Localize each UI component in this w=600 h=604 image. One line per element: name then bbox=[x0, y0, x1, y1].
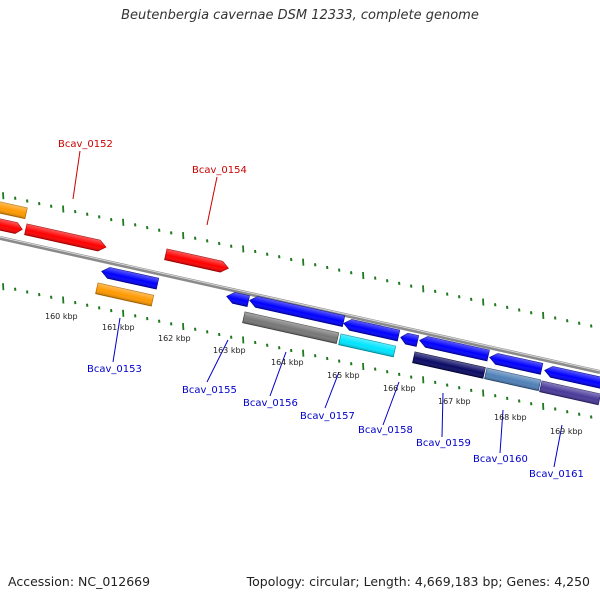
scale-label: 160 kbp bbox=[45, 312, 78, 321]
gene-feature-bcav-0158[interactable] bbox=[400, 332, 419, 346]
scale-label: 165 kbp bbox=[327, 371, 360, 380]
gene-label-bcav-0160: Bcav_0160 bbox=[473, 454, 528, 465]
gene-label-bcav-0157: Bcav_0157 bbox=[300, 411, 355, 422]
scale-label: 163 kbp bbox=[213, 346, 246, 355]
scale-label: 167 kbp bbox=[438, 397, 471, 406]
gene-label-bcav-0156: Bcav_0156 bbox=[243, 398, 298, 409]
accession-label: Accession: NC_012669 bbox=[8, 574, 150, 589]
scale-label: 166 kbp bbox=[383, 384, 416, 393]
gene-label-bcav-0158: Bcav_0158 bbox=[358, 425, 413, 436]
gene-label-bcav-0154: Bcav_0154 bbox=[192, 165, 247, 176]
genome-title: Beutenbergia cavernae DSM 12333, complet… bbox=[0, 8, 600, 23]
gene-label-bcav-0161: Bcav_0161 bbox=[529, 469, 584, 480]
scale-label: 161 kbp bbox=[102, 323, 135, 332]
genome-backbone bbox=[0, 237, 600, 372]
gene-feature[interactable] bbox=[0, 201, 27, 219]
gene-label-bcav-0159: Bcav_0159 bbox=[416, 438, 471, 449]
scale-label: 162 kbp bbox=[158, 334, 191, 343]
gene-feature-bcav-0154[interactable] bbox=[165, 249, 230, 274]
scale-label: 164 kbp bbox=[271, 358, 304, 367]
leader-line bbox=[207, 177, 217, 225]
leader-line bbox=[73, 151, 80, 199]
topology-label: Topology: circular; Length: 4,669,183 bp… bbox=[247, 574, 590, 589]
scale-label: 169 kbp bbox=[550, 427, 583, 436]
gene-feature[interactable] bbox=[0, 218, 23, 235]
gene-label-bcav-0153: Bcav_0153 bbox=[87, 364, 142, 375]
gene-label-bcav-0155: Bcav_0155 bbox=[182, 385, 237, 396]
scale-label: 168 kbp bbox=[494, 413, 527, 422]
gene-label-bcav-0152: Bcav_0152 bbox=[58, 139, 113, 150]
